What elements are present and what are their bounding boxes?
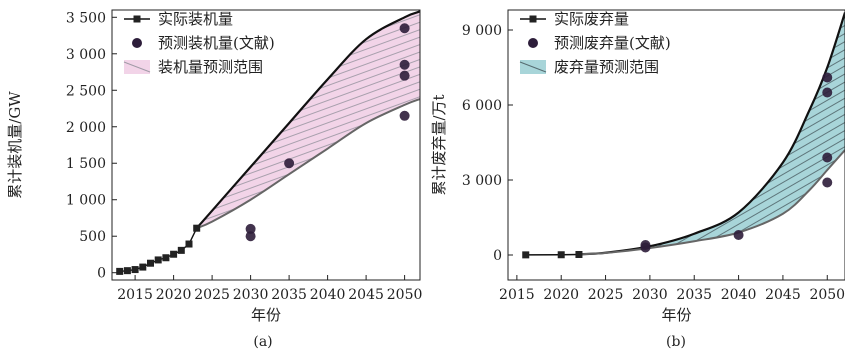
literature-point (399, 110, 410, 121)
plot-area (522, 12, 845, 259)
x-tick-label: 2030 (632, 287, 668, 303)
y-axis-label: 累计废弃量/万t (430, 94, 448, 195)
x-tick-label: 2050 (809, 287, 845, 303)
panel-caption: (b) (666, 334, 686, 350)
legend-label-literature: 预测废弃量(文献) (554, 34, 671, 52)
actual-point (575, 251, 583, 258)
legend-literature-marker (132, 38, 142, 48)
axes-frame (507, 9, 845, 281)
axes-frame (111, 9, 421, 281)
literature-point (733, 230, 744, 240)
legend-label-actual: 实际装机量 (158, 10, 233, 28)
x-tick-label: 2020 (543, 287, 579, 303)
y-tick-label: 0 (493, 248, 502, 264)
actual-point (193, 224, 201, 232)
range-band (578, 12, 845, 255)
actual-point (139, 263, 147, 271)
x-axis-label: 年份 (251, 306, 281, 324)
y-axis-label: 累计装机量/GW (6, 91, 24, 199)
literature-point (640, 242, 651, 253)
y-tick-label: 2 000 (66, 120, 106, 136)
literature-point (245, 223, 256, 234)
literature-point (822, 72, 833, 83)
literature-point (822, 87, 833, 98)
actual-point (185, 240, 193, 248)
range-lower-line (196, 98, 420, 230)
legend-actual-marker (133, 15, 141, 23)
legend-label-actual: 实际废弃量 (554, 10, 629, 28)
range-band (196, 11, 420, 229)
y-tick-label: 2 500 (66, 83, 106, 99)
literature-point (284, 158, 295, 169)
actual-point (116, 267, 124, 275)
x-tick-label: 2015 (499, 287, 535, 303)
literature-point (399, 59, 410, 70)
actual-line (119, 227, 198, 273)
x-axis-label: 年份 (661, 306, 691, 324)
legend-label-literature: 预测装机量(文献) (158, 34, 275, 52)
actual-point (123, 267, 131, 275)
range-upper-line (195, 10, 420, 229)
y-tick-label: 9 000 (462, 23, 502, 39)
x-tick-label: 2050 (387, 287, 423, 303)
y-tick-label: 1 500 (66, 156, 106, 172)
actual-point (154, 256, 162, 264)
legend-label-range: 废弃量预测范围 (554, 58, 659, 76)
x-tick-label: 2015 (117, 287, 153, 303)
literature-point (245, 231, 256, 242)
x-tick-label: 2040 (310, 287, 346, 303)
x-tick-label: 2025 (194, 287, 230, 303)
y-tick-label: 1 000 (66, 193, 106, 209)
literature-point (399, 23, 410, 34)
panel-caption: (a) (253, 334, 272, 350)
x-tick-label: 2045 (348, 287, 384, 303)
legend-range-hatch (123, 61, 151, 73)
legend-label-range: 装机量预测范围 (158, 58, 263, 76)
actual-point (162, 254, 170, 262)
x-tick-label: 2035 (676, 287, 712, 303)
x-tick-label: 2030 (233, 287, 269, 303)
actual-point (170, 250, 178, 258)
actual-point (131, 266, 139, 274)
panel-a: 2015 2020 2025 2030 2035 2040 2045 2050 0 500 1 00… (6, 9, 423, 350)
actual-point (557, 251, 565, 259)
literature-point (399, 70, 410, 81)
legend-range-hatch (519, 61, 547, 73)
x-tick-label: 2035 (271, 287, 307, 303)
actual-point (522, 251, 530, 259)
legend-literature-marker (528, 38, 538, 48)
x-tick-label: 2040 (721, 287, 757, 303)
actual-point (177, 246, 185, 254)
y-tick-label: 3 000 (66, 47, 106, 63)
y-tick-label: 3 000 (462, 173, 502, 189)
y-tick-label: 500 (79, 229, 106, 245)
panel-b: 2015 2020 2025 2030 2035 2040 2045 2050 0 3 000 6 … (430, 9, 845, 350)
actual-point (147, 259, 154, 267)
x-tick-label: 2020 (156, 287, 192, 303)
legend-actual-marker (529, 15, 537, 23)
literature-point (822, 177, 833, 188)
plot-area (116, 10, 420, 275)
x-tick-label: 2025 (588, 287, 624, 303)
literature-point (822, 152, 833, 163)
y-tick-label: 3 500 (66, 10, 106, 26)
y-tick-label: 6 000 (462, 98, 502, 114)
x-tick-label: 2045 (765, 287, 801, 303)
y-tick-label: 0 (97, 266, 106, 282)
